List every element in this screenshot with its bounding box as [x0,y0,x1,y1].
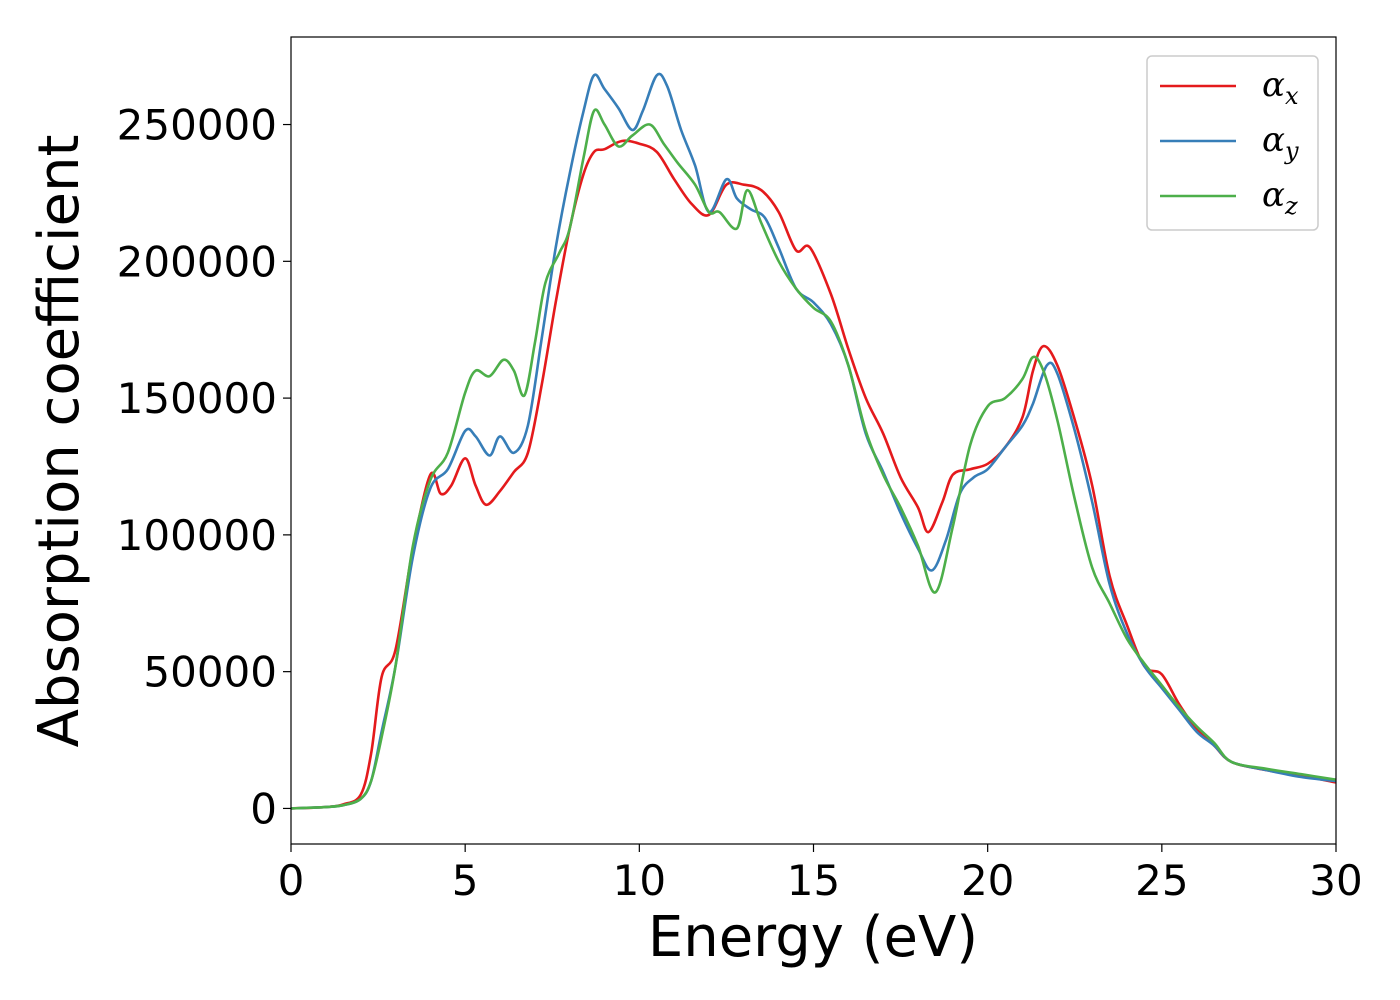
y-axis: 0 50000 100000 150000 200000 250000 [117,101,291,833]
x-tick-label: 30 [1309,856,1362,905]
y-tick-label: 0 [250,784,277,833]
x-axis-label: Energy (eV) [648,905,978,970]
series-lines [290,72,1337,810]
y-tick-label: 250000 [117,101,277,150]
y-tick-label: 50000 [143,648,277,697]
x-tick-label: 5 [452,856,479,905]
y-tick-label: 150000 [117,374,277,423]
x-tick-label: 15 [787,856,840,905]
x-tick-label: 0 [278,856,305,905]
x-tick-label: 25 [1135,856,1188,905]
legend-box [1146,55,1319,231]
x-axis: 0 5 10 15 20 25 30 [278,844,1363,905]
x-tick-label: 20 [961,856,1014,905]
y-axis-label: Absorption coefficient [27,135,92,748]
series-line-x [290,139,1337,810]
series-line-z [290,108,1337,810]
series-line-y [290,72,1337,810]
y-tick-label: 200000 [117,237,277,286]
x-tick-label: 10 [613,856,666,905]
y-tick-label: 100000 [117,511,277,560]
